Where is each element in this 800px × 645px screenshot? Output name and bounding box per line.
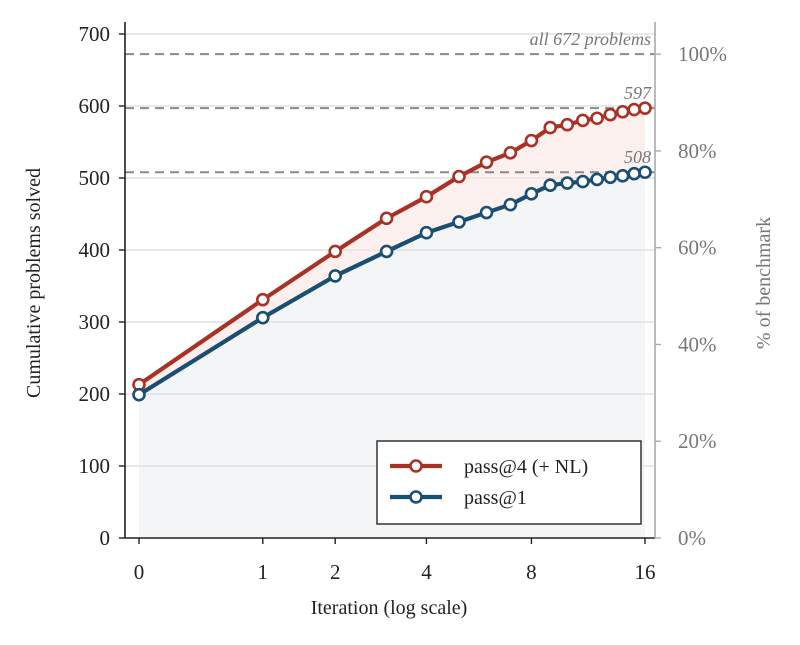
- data-point: [627, 102, 641, 117]
- x-tick-label: 1: [258, 560, 269, 584]
- data-point: [379, 244, 394, 259]
- data-point: [255, 310, 270, 325]
- y-tick-label: 700: [79, 22, 111, 46]
- y-right-tick-label: 0%: [678, 526, 706, 550]
- legend-marker: [409, 459, 423, 473]
- x-tick-label: 0: [134, 560, 145, 584]
- data-point: [603, 107, 618, 122]
- series-group: [132, 101, 652, 402]
- x-tick-label: 16: [635, 560, 656, 584]
- y-right-tick-label: 60%: [678, 236, 717, 260]
- data-point: [479, 155, 494, 169]
- axes: 0 100 200 300 400 500 600 700 0% 20% 40% 60% 80% 100%…: [79, 22, 727, 584]
- y-tick-label: 100: [79, 454, 111, 478]
- reference-label: 597: [624, 83, 652, 103]
- data-point: [638, 165, 652, 180]
- data-point: [132, 387, 146, 402]
- reference-label: 508: [624, 147, 651, 167]
- x-axis-label: Iteration (log scale): [311, 597, 468, 619]
- y-tick-label: 400: [79, 238, 111, 262]
- data-point: [543, 178, 558, 192]
- data-point: [627, 166, 641, 181]
- data-point: [419, 189, 434, 204]
- reference-lines: all 672 problems 597 508: [125, 29, 655, 174]
- legend-label: pass@4 (+ NL): [464, 456, 588, 478]
- data-point: [638, 101, 652, 115]
- data-point: [590, 172, 604, 187]
- data-point: [328, 244, 343, 259]
- data-point: [379, 211, 394, 226]
- legend-box: [376, 440, 642, 525]
- legend-label: pass@1: [464, 487, 527, 509]
- y-right-axis-label: % of benchmark: [753, 217, 775, 349]
- data-point: [255, 292, 270, 307]
- grid: [125, 33, 655, 467]
- data-point: [503, 197, 518, 212]
- y-axis-label: Cumulative problems solved: [23, 168, 45, 398]
- data-point: [452, 215, 466, 229]
- y-right-tick-label: 80%: [678, 139, 717, 163]
- x-tick-label: 4: [421, 560, 432, 584]
- y-tick-label: 0: [100, 526, 111, 550]
- data-point: [560, 117, 575, 132]
- data-point: [560, 176, 575, 190]
- data-point: [603, 170, 618, 185]
- data-point: [615, 104, 630, 119]
- data-point: [524, 133, 539, 148]
- reference-label: all 672 problems: [530, 29, 651, 49]
- data-point: [419, 225, 434, 240]
- y-right-tick-label: 100%: [678, 42, 727, 66]
- data-point: [543, 120, 558, 135]
- data-point: [479, 205, 494, 220]
- data-point: [590, 111, 604, 126]
- y-tick-label: 600: [79, 94, 111, 118]
- data-point: [615, 169, 630, 183]
- data-point: [328, 269, 343, 283]
- x-tick-label: 2: [330, 560, 341, 584]
- data-point: [524, 187, 539, 201]
- x-tick-label: 8: [526, 560, 537, 584]
- data-point: [452, 169, 466, 184]
- y-tick-label: 500: [79, 166, 111, 190]
- data-point: [503, 146, 518, 160]
- y-tick-label: 200: [79, 382, 111, 406]
- legend-marker: [409, 490, 423, 504]
- gap-fill: [139, 108, 645, 395]
- legend: pass@4 (+ NL) pass@1: [376, 440, 642, 525]
- y-right-tick-label: 20%: [678, 429, 717, 453]
- data-point: [575, 113, 590, 128]
- data-point: [575, 174, 590, 189]
- y-right-tick-label: 40%: [678, 332, 717, 356]
- y-tick-label: 300: [79, 310, 111, 334]
